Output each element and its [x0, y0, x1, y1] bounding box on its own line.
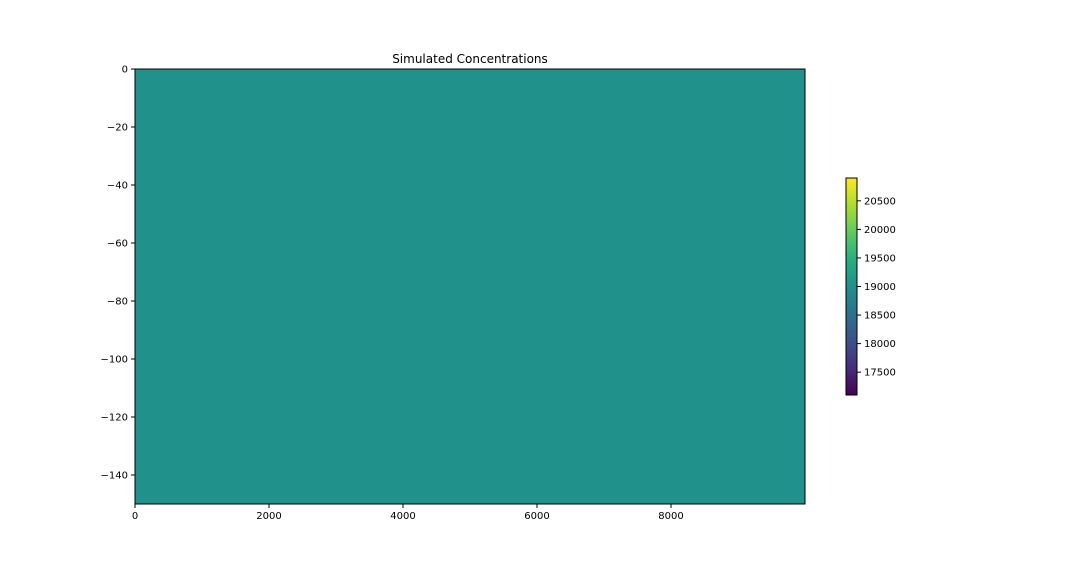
y-tick-label: −80 — [107, 297, 128, 308]
x-tick-label: 4000 — [390, 511, 415, 522]
heatmap-cell — [135, 69, 805, 504]
colorbar-tick-label: 19000 — [864, 282, 896, 293]
colorbar-gradient — [846, 178, 857, 395]
y-axis: 0 −20 −40 −60 −80 −100 −120 −140 — [101, 65, 135, 482]
colorbar-tick-label: 18000 — [864, 339, 896, 350]
y-tick-label: −100 — [101, 355, 128, 366]
y-tick-label: −20 — [107, 123, 128, 134]
y-tick-label: −60 — [107, 239, 128, 250]
colorbar-tick-label: 20500 — [864, 196, 896, 207]
colorbar-tick-label: 20000 — [864, 225, 896, 236]
colorbar-tick-label: 17500 — [864, 368, 896, 379]
colorbar: 17500 18000 18500 19000 19500 20000 20500 — [845, 177, 896, 396]
y-tick-label: 0 — [122, 65, 128, 76]
colorbar-tick-label: 19500 — [864, 253, 896, 264]
x-tick-label: 0 — [132, 511, 138, 522]
chart-title: Simulated Concentrations — [392, 52, 548, 66]
y-tick-label: −120 — [101, 413, 128, 424]
x-tick-label: 8000 — [658, 511, 683, 522]
colorbar-ticks: 17500 18000 18500 19000 19500 20000 20500 — [857, 196, 896, 379]
x-axis: 0 2000 4000 6000 8000 — [132, 504, 684, 522]
x-tick-label: 2000 — [256, 511, 281, 522]
axes-frame — [134, 68, 806, 505]
y-tick-label: −40 — [107, 181, 128, 192]
x-tick-label: 6000 — [524, 511, 549, 522]
plot-area — [134, 68, 806, 505]
y-tick-label: −140 — [101, 471, 128, 482]
colorbar-tick-label: 18500 — [864, 311, 896, 322]
